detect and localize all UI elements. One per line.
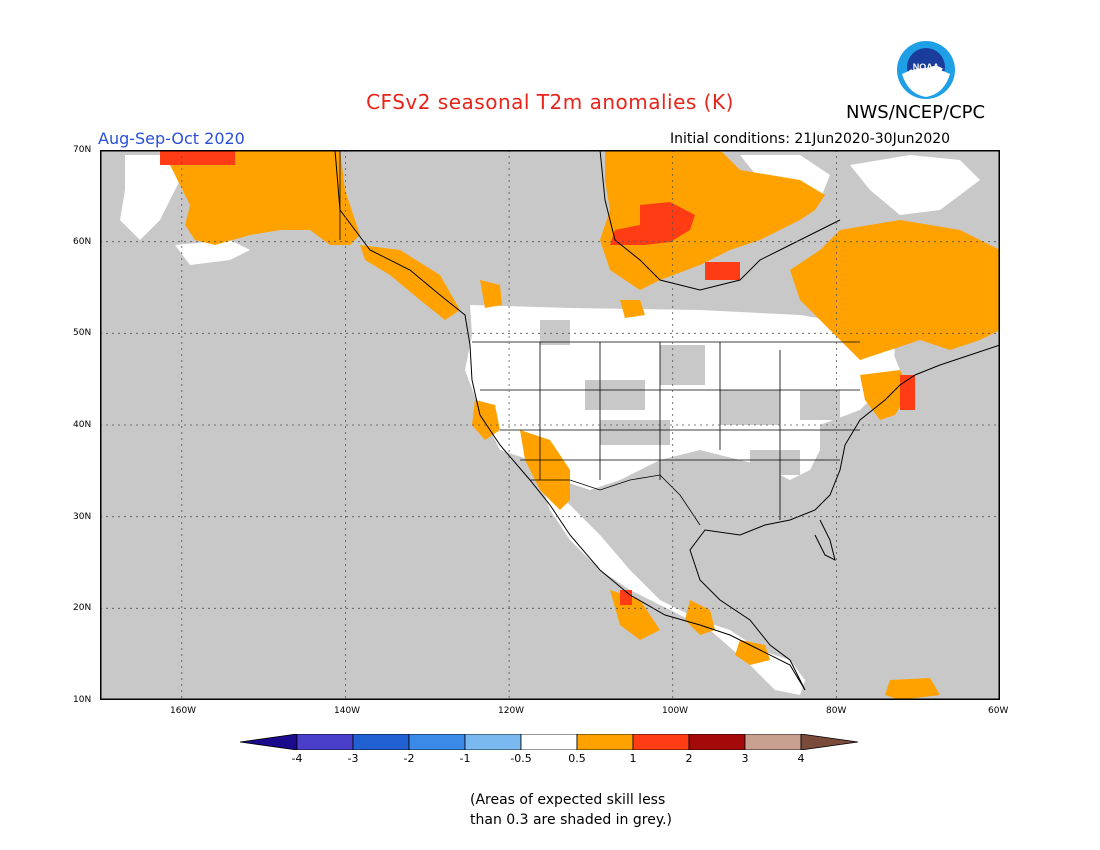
colorbar-segment <box>744 734 802 750</box>
colorbar-segment <box>576 734 634 750</box>
svg-text:NOAA: NOAA <box>913 62 940 72</box>
lat-label: 40N <box>73 420 92 430</box>
colorbar-segment <box>688 734 746 750</box>
colorbar-segment <box>800 734 859 750</box>
colorbar-label: -0.5 <box>510 752 532 765</box>
colorbar-label: -2 <box>403 752 415 765</box>
initial-conditions-label: Initial conditions: 21Jun2020-30Jun2020 <box>670 131 951 147</box>
caption-line-2: than 0.3 are shaded in grey.) <box>470 812 673 828</box>
colorbar-label: -4 <box>291 752 303 765</box>
organization-label: NWS/NCEP/CPC <box>846 102 986 123</box>
map-title: CFSv2 seasonal T2m anomalies (K) <box>366 90 734 114</box>
lon-label: 100W <box>662 706 689 716</box>
anomaly-map <box>100 149 1001 700</box>
colorbar-segment <box>240 734 298 750</box>
lat-label: 60N <box>73 237 92 247</box>
lat-label: 10N <box>73 695 92 705</box>
lon-label: 160W <box>170 706 197 716</box>
lat-label: 50N <box>73 328 92 338</box>
colorbar-label: 2 <box>685 752 693 765</box>
strong-warm-anomaly-areas <box>160 150 915 605</box>
colorbar-segment <box>632 734 690 750</box>
colorbar-label: 3 <box>741 752 749 765</box>
lon-label: 120W <box>498 706 525 716</box>
lon-label: 140W <box>334 706 361 716</box>
colorbar-label: -3 <box>347 752 359 765</box>
no-skill-areas <box>540 320 840 475</box>
colorbar-segment <box>520 734 578 750</box>
colorbar-label: 0.5 <box>568 752 586 765</box>
borders <box>339 150 860 526</box>
colorbar-segment <box>408 734 466 750</box>
warm-anomaly-areas <box>160 150 1000 700</box>
colorbar-segment <box>464 734 522 750</box>
lat-label: 70N <box>73 145 92 155</box>
colorbar-label: 1 <box>629 752 637 765</box>
colorbar-segment <box>296 734 354 750</box>
noaa-logo: NOAA <box>897 41 955 99</box>
colorbar <box>240 734 859 750</box>
season-label: Aug-Sep-Oct 2020 <box>98 129 245 148</box>
lat-label: 20N <box>73 603 92 613</box>
map-frame <box>100 150 1000 700</box>
caption-line-1: (Areas of expected skill less <box>470 792 666 808</box>
colorbar-label: 4 <box>797 752 805 765</box>
graticule <box>100 150 1000 700</box>
colorbar-label: -1 <box>459 752 471 765</box>
colorbar-segment <box>352 734 410 750</box>
lon-label: 60W <box>988 706 1009 716</box>
lat-label: 30N <box>73 512 92 522</box>
lon-label: 80W <box>826 706 847 716</box>
skill-caption: (Areas of expected skill less than 0.3 a… <box>470 790 730 830</box>
